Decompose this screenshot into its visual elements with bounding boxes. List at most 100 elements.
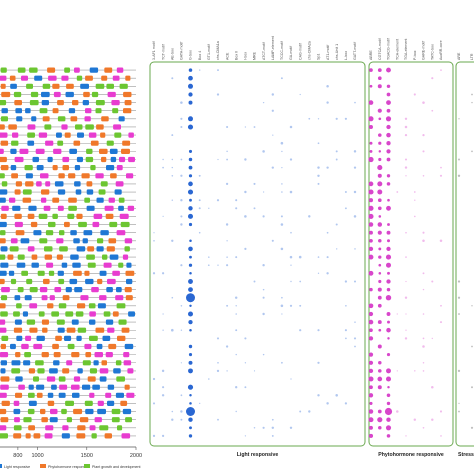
column-label: 3-AF1 motif bbox=[152, 41, 156, 60]
bubble bbox=[344, 280, 348, 283]
bubble bbox=[377, 287, 382, 292]
element-box bbox=[119, 156, 126, 163]
bubble bbox=[317, 394, 320, 397]
bubble bbox=[405, 231, 407, 234]
element-box bbox=[34, 75, 43, 81]
bubble bbox=[386, 124, 391, 130]
bubble bbox=[335, 158, 338, 161]
element-box bbox=[50, 408, 58, 415]
bubble bbox=[353, 280, 357, 283]
element-box bbox=[0, 221, 7, 228]
group-panel bbox=[455, 61, 474, 447]
element-box bbox=[41, 417, 48, 423]
element-box bbox=[65, 400, 74, 406]
bubble bbox=[180, 418, 183, 421]
bubble bbox=[188, 279, 193, 284]
bubble bbox=[161, 272, 165, 275]
element-box bbox=[85, 108, 92, 114]
bubble bbox=[335, 117, 338, 120]
bubble bbox=[180, 329, 183, 331]
bubble bbox=[431, 418, 434, 421]
bubble bbox=[368, 254, 374, 260]
bubble bbox=[253, 126, 256, 128]
bubble bbox=[281, 166, 283, 169]
bubble bbox=[280, 215, 283, 218]
element-box bbox=[11, 173, 18, 179]
bubble bbox=[180, 362, 182, 364]
element-box bbox=[0, 140, 9, 146]
element-box bbox=[44, 433, 53, 439]
element-box bbox=[14, 295, 21, 301]
bubble bbox=[404, 337, 408, 340]
bubble bbox=[353, 150, 357, 153]
bubble bbox=[439, 321, 443, 324]
element-box bbox=[97, 408, 106, 415]
element-box bbox=[107, 278, 116, 285]
bubble bbox=[368, 368, 374, 374]
bubble bbox=[186, 293, 195, 303]
bubble bbox=[368, 433, 374, 438]
bubble bbox=[404, 117, 408, 120]
bubble bbox=[396, 313, 398, 315]
bubble bbox=[262, 426, 265, 429]
bubble bbox=[386, 174, 391, 178]
bubble bbox=[422, 337, 425, 340]
bubble bbox=[396, 410, 399, 413]
element-box bbox=[21, 75, 28, 81]
bubble bbox=[244, 337, 247, 340]
element-box bbox=[92, 221, 100, 228]
bubble bbox=[188, 157, 193, 162]
element-box bbox=[29, 327, 38, 333]
bubble bbox=[385, 254, 392, 260]
bubble bbox=[369, 425, 373, 430]
element-box bbox=[48, 221, 56, 228]
element-box bbox=[45, 425, 54, 431]
bubble bbox=[431, 280, 434, 283]
bubble bbox=[171, 296, 174, 299]
element-box bbox=[0, 327, 7, 333]
element-box bbox=[13, 311, 20, 317]
bubble bbox=[369, 230, 373, 235]
bubble bbox=[162, 158, 164, 161]
element-box bbox=[0, 246, 8, 252]
bubble bbox=[386, 230, 391, 235]
bubble bbox=[471, 386, 473, 389]
element-box bbox=[114, 189, 122, 195]
bubble bbox=[290, 264, 292, 266]
element-box bbox=[96, 246, 104, 252]
bubble bbox=[378, 279, 382, 284]
bubble bbox=[171, 239, 174, 242]
element-box bbox=[58, 376, 66, 382]
bubble bbox=[326, 256, 329, 259]
element-box bbox=[87, 376, 96, 382]
bubble bbox=[458, 118, 460, 120]
bubble bbox=[439, 239, 443, 243]
element-box bbox=[120, 400, 128, 406]
bubble bbox=[152, 272, 156, 275]
bubble bbox=[405, 435, 407, 437]
element-box bbox=[86, 254, 95, 260]
bubble bbox=[368, 222, 374, 227]
bubble bbox=[378, 133, 382, 137]
bubble bbox=[289, 158, 293, 161]
bubble bbox=[353, 190, 357, 194]
element-box bbox=[17, 254, 25, 260]
legend-swatch bbox=[40, 464, 46, 468]
element-box bbox=[18, 384, 25, 390]
element-box bbox=[77, 132, 84, 138]
element-box bbox=[99, 368, 109, 374]
element-box bbox=[128, 311, 135, 317]
element-box bbox=[19, 148, 29, 154]
bubble bbox=[188, 434, 193, 438]
x-tick-label: 800 bbox=[13, 453, 22, 459]
column-label: Sp1 bbox=[317, 54, 321, 60]
bubble bbox=[198, 69, 201, 71]
element-box bbox=[25, 181, 34, 187]
element-box bbox=[57, 327, 65, 333]
element-box bbox=[57, 205, 64, 211]
bubble bbox=[386, 100, 391, 105]
element-box bbox=[0, 352, 9, 358]
bubble bbox=[326, 85, 329, 88]
element-map: 800 1000 1500 2000 Light responsive Phytohorm… bbox=[0, 67, 142, 469]
bubble bbox=[405, 313, 407, 315]
